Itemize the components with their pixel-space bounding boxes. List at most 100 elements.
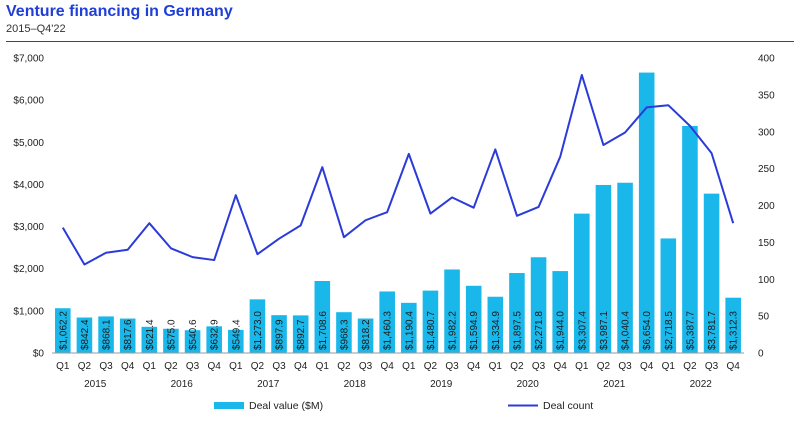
x-tick-label: Q4 (554, 361, 568, 372)
x-tick-label: Q2 (337, 361, 351, 372)
chart-legend: Deal value ($M) Deal count (214, 400, 593, 412)
x-tick-label: Q2 (597, 361, 611, 372)
bar (617, 182, 633, 353)
bar-data-label: $2,718.5 (664, 311, 675, 350)
deal-value-bars (55, 72, 741, 353)
bar (638, 72, 655, 353)
bar-data-label: $1,944.0 (556, 311, 567, 350)
x-tick-label: Q1 (316, 361, 330, 372)
bar (444, 269, 460, 353)
title-divider (6, 41, 794, 42)
chart-axes: $0 $1,000 $2,000 $3,000 $4,000 $5,000 $6,000 $7… (13, 54, 775, 391)
y-right-tick-label: 0 (758, 349, 764, 360)
bar (465, 285, 482, 353)
y-right-tick-label: 100 (758, 275, 775, 286)
bar (184, 330, 201, 353)
bar-data-label: $540.6 (188, 319, 199, 350)
x-tick-label: Q1 (56, 361, 70, 372)
y-right-tick-label: 250 (758, 164, 775, 175)
y-right-tick-label: 150 (758, 238, 775, 249)
x-tick-label: Q2 (251, 361, 265, 372)
x-tick-label: Q1 (489, 361, 503, 372)
y-left-tick-label: $1,000 (13, 306, 44, 317)
x-tick-label: Q3 (99, 361, 113, 372)
bar (595, 184, 612, 353)
bar (530, 257, 547, 353)
bar-data-label: $1,273.0 (253, 311, 264, 350)
bar (574, 213, 590, 353)
bar (76, 317, 93, 353)
bar-data-label: $1,594.9 (469, 311, 480, 350)
bar-data-label: $4,040.4 (621, 311, 632, 350)
bar-data-label: $892.7 (296, 319, 307, 350)
x-tick-label: Q1 (229, 361, 243, 372)
x-tick-label: Q1 (662, 361, 676, 372)
y-left-tick-label: $6,000 (13, 96, 44, 107)
bar (206, 326, 222, 353)
bar (336, 312, 352, 353)
bar-data-label: $1,480.7 (426, 311, 437, 350)
y-right-tick-label: 350 (758, 90, 775, 101)
x-tick-label: Q1 (143, 361, 157, 372)
y-left-tick-label: $3,000 (13, 222, 44, 233)
bar-data-label: $549.4 (231, 319, 242, 350)
x-tick-label: Q2 (510, 361, 524, 372)
bar-data-label: $1,982.2 (448, 311, 459, 350)
bar (119, 318, 136, 353)
bar-data-label: $621.4 (145, 319, 156, 350)
y-left-tick-label: $4,000 (13, 180, 44, 191)
bar-data-label: $1,708.6 (318, 311, 329, 350)
x-tick-label: Q1 (402, 361, 416, 372)
bar-data-labels: $1,062.2 $842.4 $868.1 $817.6 $621.4 $575.0 $5… (58, 311, 739, 350)
chart-title: Venture financing in Germany (6, 3, 233, 20)
bar-data-label: $632.9 (210, 319, 221, 350)
y-left-tick-label: $2,000 (13, 264, 44, 275)
year-group-label: 2020 (517, 379, 540, 390)
x-tick-label: Q2 (164, 361, 178, 372)
legend-swatch-deal-value (214, 402, 244, 409)
bar-data-label: $2,271.8 (534, 311, 545, 350)
year-group-label: 2019 (430, 379, 453, 390)
bar (314, 280, 331, 353)
bar (703, 193, 720, 353)
bar-data-label: $1,312.3 (729, 311, 740, 350)
bar (98, 316, 114, 353)
bar-data-label: $968.3 (339, 319, 350, 350)
x-tick-label: Q3 (618, 361, 632, 372)
year-group-label: 2021 (603, 379, 626, 390)
x-tick-label: Q4 (640, 361, 654, 372)
bar-data-label: $1,897.5 (512, 311, 523, 350)
bar-data-label: $1,062.2 (58, 311, 69, 350)
bar (725, 297, 741, 353)
bar-data-label: $3,307.4 (577, 311, 588, 350)
year-group-label: 2016 (171, 379, 194, 390)
x-tick-label: Q4 (727, 361, 741, 372)
x-tick-label: Q3 (532, 361, 546, 372)
year-group-label: 2017 (257, 379, 280, 390)
x-tick-label: Q3 (272, 361, 286, 372)
bar-data-label: $1,190.4 (404, 311, 415, 350)
y-right-tick-label: 300 (758, 127, 775, 138)
x-tick-label: Q3 (445, 361, 459, 372)
x-tick-label: Q4 (208, 361, 222, 372)
bar (292, 315, 309, 353)
y-right-tick-label: 50 (758, 312, 770, 323)
y-left-tick-label: $0 (33, 349, 45, 360)
bar-data-label: $842.4 (80, 319, 91, 350)
legend-label-deal-value: Deal value ($M) (249, 400, 323, 412)
x-tick-label: Q2 (683, 361, 697, 372)
bar (660, 238, 677, 353)
x-tick-label: Q4 (381, 361, 395, 372)
y-right-tick-label: 200 (758, 201, 775, 212)
bar (249, 299, 266, 353)
bar (379, 291, 395, 353)
y-left-tick-label: $5,000 (13, 138, 44, 149)
x-tick-label: Q2 (424, 361, 438, 372)
x-tick-label: Q2 (78, 361, 92, 372)
bar-data-label: $868.1 (102, 319, 113, 350)
year-group-label: 2015 (84, 379, 107, 390)
x-tick-label: Q1 (575, 361, 589, 372)
y-right-tick-label: 400 (758, 54, 775, 65)
bar (271, 315, 287, 353)
